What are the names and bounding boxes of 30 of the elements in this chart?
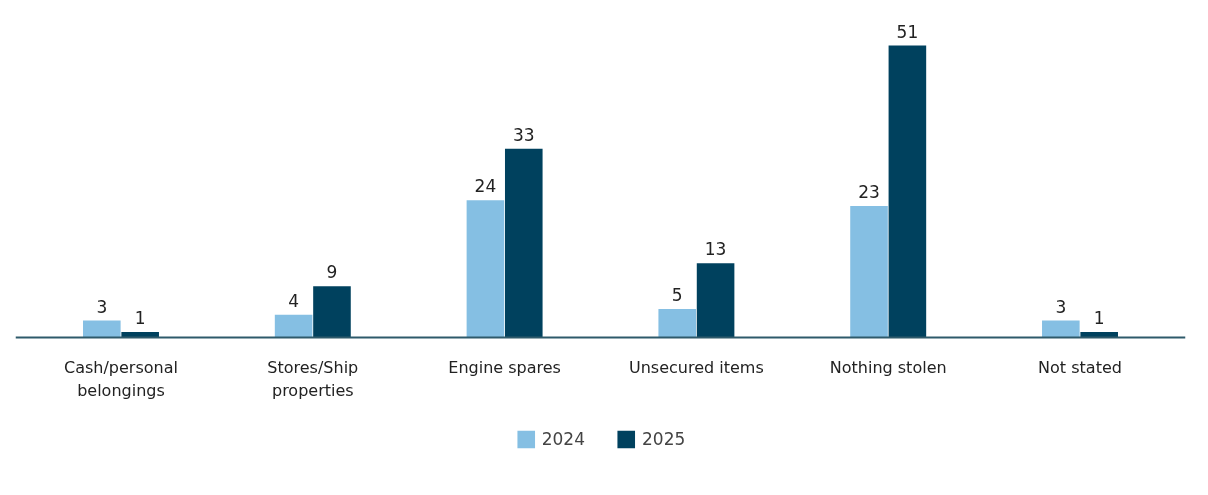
data-label: 13 — [704, 239, 727, 260]
x-tick-label: Unsecured items — [629, 357, 764, 377]
data-label: 3 — [96, 296, 108, 317]
x-tick-label: Nothing stolen — [829, 357, 947, 377]
data-label: 23 — [858, 181, 880, 202]
data-label: 24 — [474, 176, 497, 197]
bar — [274, 314, 313, 338]
data-label: 3 — [1055, 296, 1067, 317]
x-tick-label: Engine spares — [448, 357, 561, 377]
legend-label: 2025 — [642, 429, 686, 449]
bar — [888, 45, 927, 338]
bar — [504, 148, 543, 338]
bar — [850, 205, 888, 338]
x-tick-label: Not stated — [1038, 357, 1122, 377]
bar — [313, 286, 351, 338]
bar — [658, 309, 697, 338]
bar — [696, 263, 735, 338]
x-tick-label: Stores/Ship properties — [267, 357, 359, 400]
bar — [466, 200, 505, 338]
data-label: 9 — [326, 262, 338, 283]
data-label: 51 — [896, 21, 919, 42]
data-label: 5 — [671, 285, 683, 306]
data-label: 33 — [512, 124, 535, 145]
bar — [1042, 320, 1080, 338]
bar — [83, 320, 121, 338]
data-label: 4 — [288, 290, 300, 311]
legend-label: 2024 — [541, 429, 585, 449]
x-tick-label: Cash/personal belongings — [64, 357, 178, 400]
data-label: 1 — [134, 308, 146, 329]
data-label: 1 — [1093, 308, 1105, 329]
